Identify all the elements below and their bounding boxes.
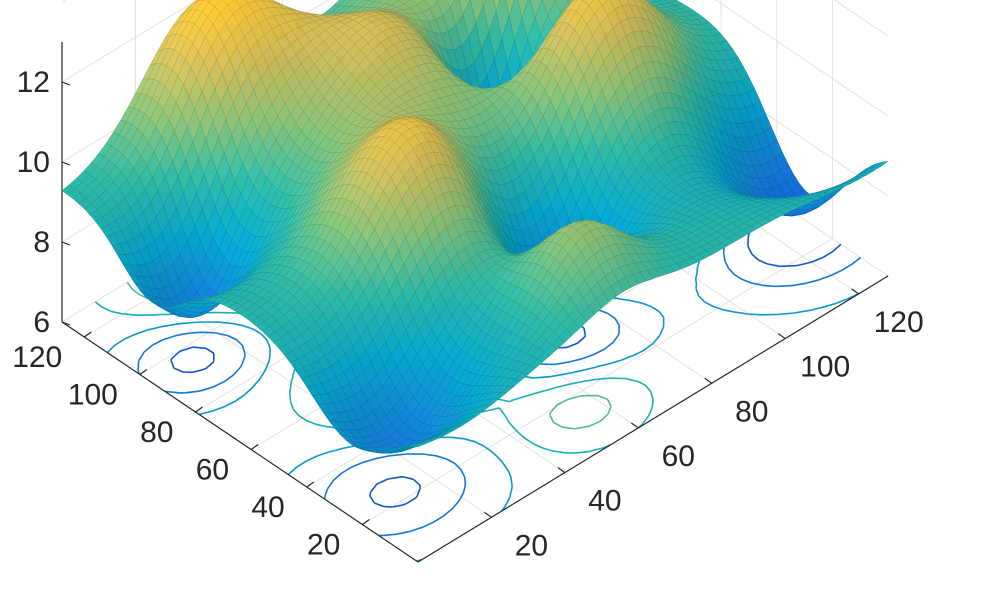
x-axis-line [417,275,889,563]
y-tick [83,331,92,338]
y-tick [306,481,315,488]
y-tick [139,369,148,375]
y-tick-label: 20 [307,529,340,562]
x-tick-label: 80 [735,395,768,428]
z-tick-label: 12 [17,66,50,99]
z-tick [61,161,71,166]
surface-patch [493,0,501,13]
x-tick-label: 60 [662,440,695,473]
x-tick [777,333,786,340]
x-tick [851,288,859,295]
grid-line [362,238,833,525]
y-tick-label: 40 [251,491,284,524]
x-tick [704,377,713,384]
y-tick-label: 60 [196,454,229,487]
axes [61,42,889,563]
z-tick [61,321,71,326]
y-tick [362,519,370,525]
z-tick-label: 8 [33,226,50,259]
x-tick [630,422,639,429]
y-tick-label: 120 [12,341,62,374]
x-tick-label: 40 [588,485,621,518]
y-axis-line [61,321,419,563]
y-tick-label: 80 [140,416,173,449]
y-tick-label: 100 [68,379,118,412]
surface [61,0,889,454]
x-tick [557,467,566,474]
z-tick [61,241,71,246]
x-tick [484,511,492,518]
z-tick [61,81,71,86]
z-tick-label: 10 [17,146,50,179]
surface-patch [447,0,455,8]
y-tick [250,444,259,450]
y-tick [195,406,203,413]
surface-patch [412,443,426,447]
z-tick-label: 6 [33,306,50,339]
x-tick-label: 20 [515,529,548,562]
x-tick-label: 100 [800,351,850,384]
surface-patch [481,0,486,7]
x-tick-label: 120 [874,306,924,339]
